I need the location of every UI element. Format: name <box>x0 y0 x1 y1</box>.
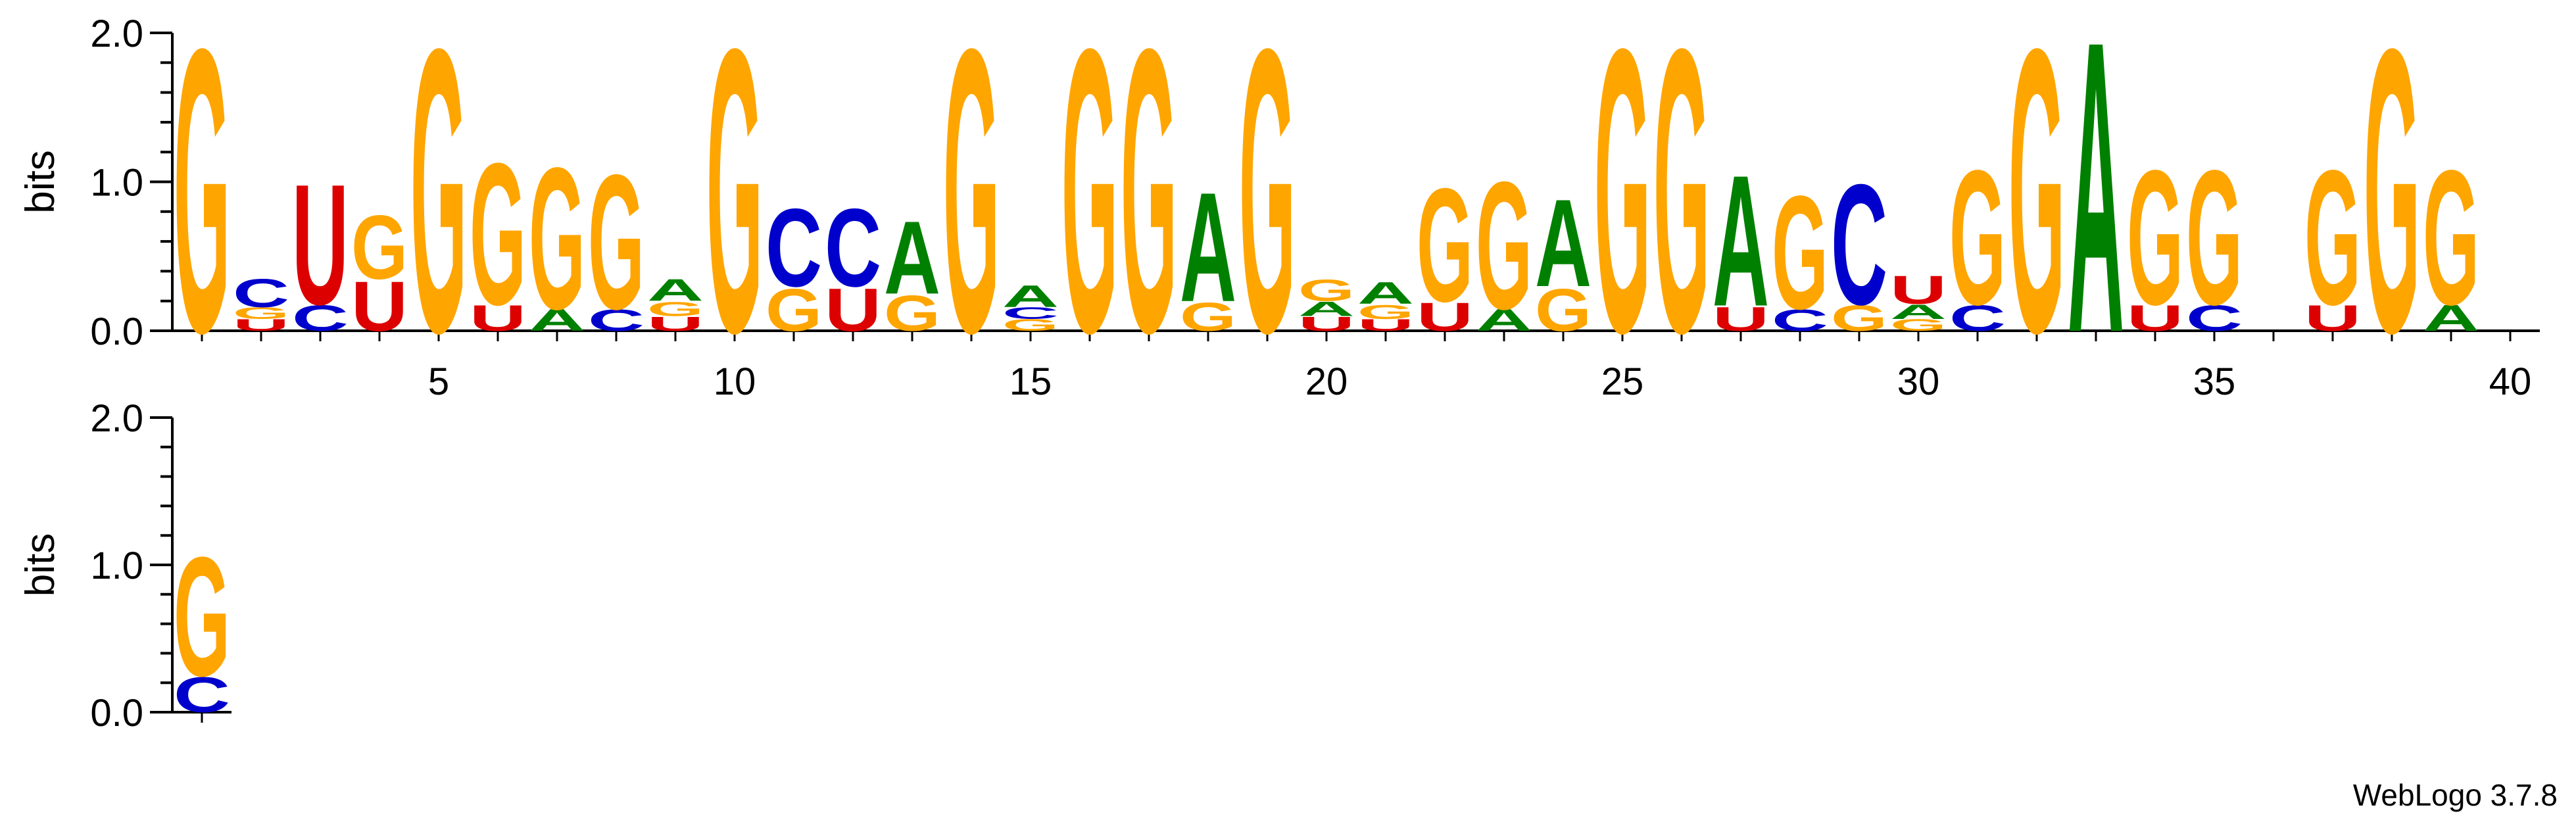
logo-letter-G: G <box>647 298 704 320</box>
x-tick-label: 35 <box>2193 360 2236 403</box>
logo-letter-G: G <box>1002 316 1059 334</box>
x-tick-label: 10 <box>714 360 756 403</box>
logo-letter-A: A <box>1002 279 1059 314</box>
logo-letter-G: G <box>1594 0 1651 417</box>
logo-letter-U: U <box>233 316 289 334</box>
x-tick-label: 30 <box>1897 360 1940 403</box>
x-tick-label: 5 <box>428 360 449 403</box>
logo-letter-G: G <box>706 0 763 417</box>
y-axis-label: bits <box>18 533 63 596</box>
logo-letter-C: C <box>825 187 881 311</box>
logo-letter-A: A <box>2068 0 2124 420</box>
logo-letter-G: G <box>529 126 585 351</box>
logo-letter-U: U <box>470 298 526 339</box>
logo-letter-C: C <box>1831 149 1887 341</box>
logo-letter-U: U <box>2304 298 2361 339</box>
logo-letter-A: A <box>1298 297 1355 320</box>
logo-letter-G: G <box>2304 130 2361 345</box>
logo-letter-A: A <box>1180 160 1236 334</box>
logo-letter-G: G <box>1417 155 1473 336</box>
logo-letter-G: G <box>1061 0 1118 417</box>
logo-letter-G: G <box>1831 298 1887 339</box>
logo-letter-A: A <box>647 273 704 308</box>
y-tick-label: 2.0 <box>90 397 143 440</box>
logo-letter-A: A <box>1713 136 1769 345</box>
y-axis-label: bits <box>18 150 63 213</box>
logo-letter-G: G <box>1772 162 1828 343</box>
logo-letter-A: A <box>1535 174 1592 313</box>
logo-letter-G: G <box>174 522 230 712</box>
logo-letter-C: C <box>292 298 349 339</box>
logo-letter-G: G <box>2364 0 2420 417</box>
y-tick-label: 2.0 <box>90 12 143 55</box>
logo-letter-G: G <box>233 304 289 322</box>
x-tick-label: 25 <box>1601 360 1644 403</box>
x-tick-label: 15 <box>1009 360 1052 403</box>
logo-letter-G: G <box>1121 0 1177 417</box>
logo-letter-A: A <box>1890 301 1947 324</box>
logo-letter-A: A <box>1357 276 1414 311</box>
logo-letter-G: G <box>588 134 644 349</box>
logo-letter-G: G <box>1949 130 2006 345</box>
logo-letter-G: G <box>1890 316 1947 334</box>
logo-letter-G: G <box>351 197 408 299</box>
logo-letter-C: C <box>1772 304 1828 338</box>
logo-letter-G: G <box>1239 0 1296 417</box>
logo-letter-G: G <box>410 0 467 417</box>
logo-letter-U: U <box>1890 268 1947 313</box>
logo-letter-G: G <box>2186 130 2243 345</box>
logo-letter-C: C <box>1002 304 1059 322</box>
logo-letter-G: G <box>1298 274 1355 308</box>
logo-letter-C: C <box>2186 298 2243 339</box>
logo-letter-G: G <box>943 0 1000 417</box>
logo-letter-U: U <box>1713 300 1769 338</box>
logo-letter-G: G <box>1180 294 1236 339</box>
logo-letter-U: U <box>825 276 881 344</box>
y-tick-label: 0.0 <box>90 310 143 353</box>
logo-letter-U: U <box>1417 295 1473 340</box>
logo-letter-U: U <box>351 267 408 346</box>
logo-letter-A: A <box>1476 303 1532 338</box>
logo-letter-C: C <box>233 271 289 316</box>
logo-letter-G: G <box>766 276 822 344</box>
logo-letter-G: G <box>2127 130 2183 345</box>
logo-letter-G: G <box>2008 0 2065 417</box>
logo-letter-G: G <box>470 121 526 347</box>
logo-letter-G: G <box>174 0 230 417</box>
x-tick-label: 40 <box>2489 360 2532 403</box>
logo-letter-C: C <box>174 667 230 723</box>
weblogo-credit: WebLogo 3.7.8 <box>2352 778 2558 812</box>
logo-letter-U: U <box>292 149 349 341</box>
logo-letter-G: G <box>884 285 940 342</box>
logo-letter-G: G <box>1535 276 1592 344</box>
logo-letter-C: C <box>1949 298 2006 339</box>
logo-letter-A: A <box>529 303 585 338</box>
logo-letter-U: U <box>647 312 704 335</box>
logo-letter-G: G <box>2423 130 2479 345</box>
logo-letter-G: G <box>1653 0 1710 417</box>
logo-letter-U: U <box>2127 298 2183 339</box>
y-tick-label: 0.0 <box>90 692 143 735</box>
y-tick-label: 1.0 <box>90 162 143 205</box>
logo-letter-U: U <box>1357 316 1414 334</box>
logo-letter-A: A <box>2423 297 2479 339</box>
logo-row-2: bits 0.0 1.0 2.0 CG <box>18 397 231 735</box>
logo-letter-G: G <box>1476 143 1532 347</box>
logo-letter-G: G <box>1357 301 1414 324</box>
x-tick-label: 20 <box>1305 360 1348 403</box>
logo-letter-A: A <box>884 199 940 316</box>
logo-letter-U: U <box>1298 312 1355 335</box>
logo-letter-C: C <box>588 304 644 338</box>
logo-letter-C: C <box>766 187 822 311</box>
y-tick-label: 1.0 <box>90 544 143 587</box>
